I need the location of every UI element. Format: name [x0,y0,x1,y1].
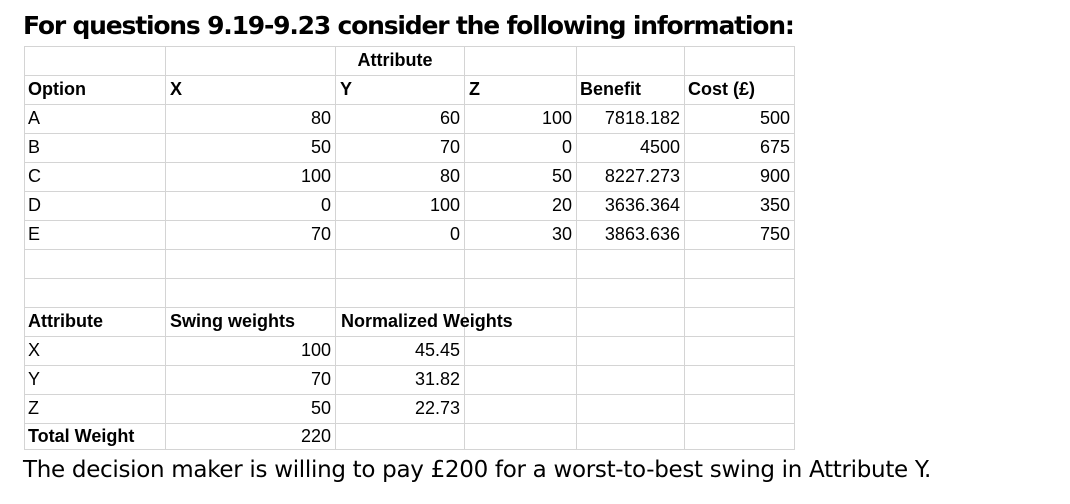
footer-note: The decision maker is willing to pay £20… [23,457,932,483]
attribute-label: Y [28,369,41,389]
spreadsheet-grid: Attribute Option X Y Z Benefit Cost (£) … [24,46,795,450]
grid-line [24,307,795,308]
y-value: 0 [449,224,460,244]
z-value: 30 [551,224,572,244]
x-value: 50 [310,137,331,157]
option-label: A [28,108,41,128]
header-cost: Cost (£) [688,79,755,99]
header-z: Z [469,79,480,99]
header-option: Option [28,79,86,99]
grid-line [24,365,795,366]
page-heading: For questions 9.19-9.23 consider the fol… [23,11,795,40]
cost-value: 675 [759,137,790,157]
header-attribute: Attribute [28,311,103,331]
grid-line [165,46,166,450]
x-value: 80 [310,108,331,128]
grid-line [576,46,577,450]
normalized-weight-value: 45.45 [414,340,460,360]
cost-value: 350 [759,195,790,215]
grid-line [24,162,795,163]
grid-line [24,133,795,134]
header-x: X [170,79,183,99]
y-value: 70 [439,137,460,157]
attribute-label: X [28,340,41,360]
benefit-value: 3863.636 [604,224,680,244]
cost-value: 500 [759,108,790,128]
total-weight-label: Total Weight [28,426,135,446]
benefit-value: 7818.182 [604,108,680,128]
grid-line [24,220,795,221]
header-normalized-weights: Normalized Weights [341,311,513,331]
normalized-weight-value: 31.82 [414,369,460,389]
grid-line [24,75,795,76]
option-label: E [28,224,41,244]
swing-weight-value: 100 [300,340,331,360]
benefit-value: 3636.364 [604,195,680,215]
grid-line [464,46,465,450]
grid-line [24,46,25,450]
option-label: B [28,137,41,157]
option-label: C [28,166,41,186]
normalized-weight-value: 22.73 [414,398,460,418]
grid-line [24,449,795,450]
z-value: 50 [551,166,572,186]
header-swing-weights: Swing weights [170,311,296,331]
x-value: 100 [300,166,331,186]
benefit-value: 8227.273 [604,166,680,186]
y-value: 80 [439,166,460,186]
swing-weight-value: 50 [310,398,331,418]
attribute-label: Z [28,398,39,418]
total-weight-value: 220 [300,426,331,446]
grid-line [684,46,685,450]
z-value: 20 [551,195,572,215]
option-label: D [28,195,41,215]
grid-line [24,336,795,337]
z-value: 100 [541,108,572,128]
y-value: 100 [429,195,460,215]
z-value: 0 [561,137,572,157]
benefit-value: 4500 [639,137,680,157]
grid-line [24,394,795,395]
grid-line [335,46,336,450]
grid-line [24,104,795,105]
x-value: 70 [310,224,331,244]
swing-weight-value: 70 [310,369,331,389]
header-y: Y [340,79,353,99]
grid-line [24,249,795,250]
cost-value: 900 [759,166,790,186]
grid-line [794,46,795,450]
attribute-group-header: Attribute [357,50,433,70]
grid-line [24,278,795,279]
x-value: 0 [320,195,331,215]
grid-line [24,191,795,192]
grid-line [24,423,795,424]
grid-line [24,46,795,47]
header-benefit: Benefit [580,79,642,99]
cost-value: 750 [759,224,790,244]
y-value: 60 [439,108,460,128]
